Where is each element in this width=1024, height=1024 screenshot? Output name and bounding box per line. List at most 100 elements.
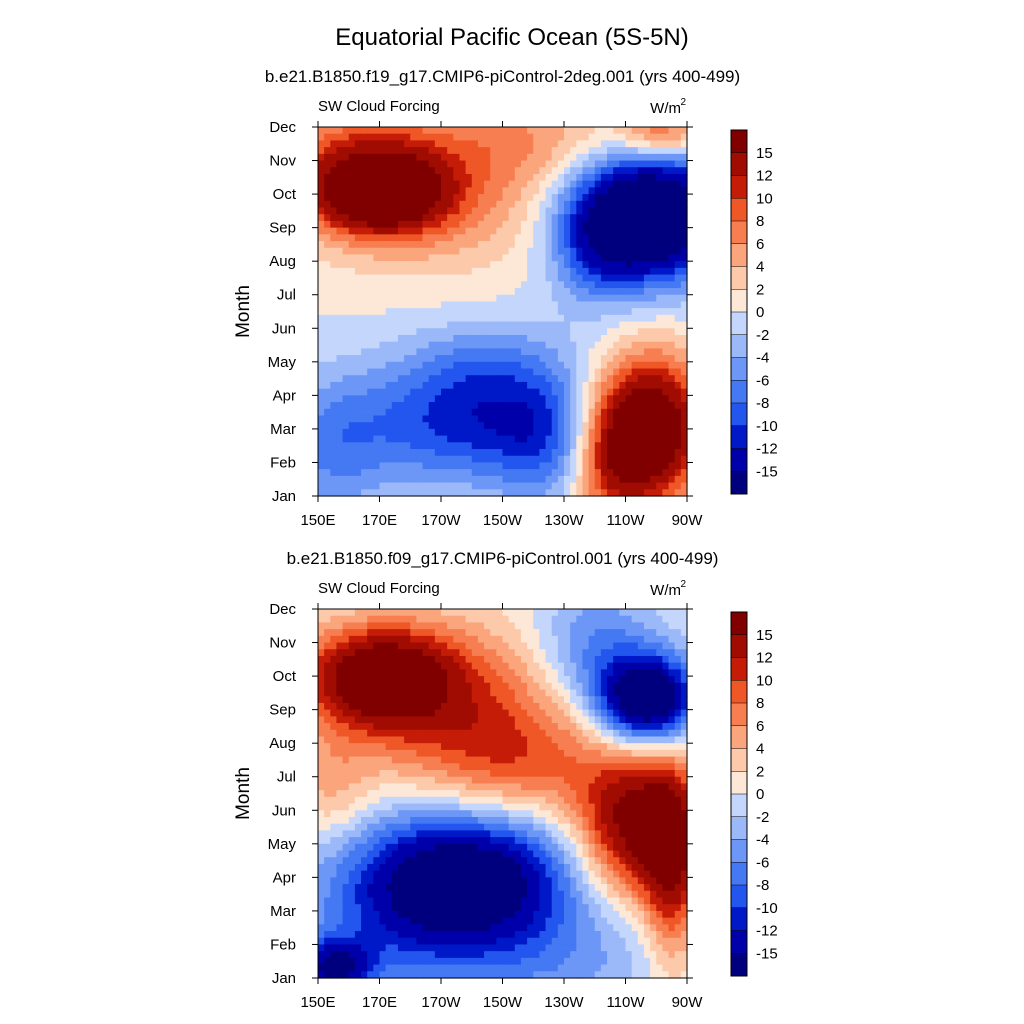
heatmap-cell — [594, 676, 602, 684]
heatmap-cell — [570, 301, 577, 309]
heatmap-cell — [330, 254, 338, 262]
heatmap-cell — [416, 402, 424, 410]
heatmap-cell — [637, 173, 645, 182]
heatmap-cell — [582, 408, 590, 417]
heatmap-cell — [416, 716, 424, 724]
heatmap-cell — [496, 200, 504, 209]
heatmap-cell — [625, 261, 633, 269]
heatmap-cell — [385, 375, 393, 383]
heatmap-cell — [582, 321, 590, 329]
heatmap-cell — [502, 214, 510, 222]
heatmap-cell — [619, 729, 627, 738]
heatmap-cell — [441, 489, 448, 497]
heatmap-cell — [379, 615, 387, 624]
heatmap-cell — [674, 415, 682, 423]
heatmap-cell — [668, 180, 676, 188]
heatmap-cell — [520, 321, 528, 329]
heatmap-cell — [447, 214, 454, 222]
heatmap-cell — [588, 662, 596, 670]
heatmap-cell — [330, 709, 338, 717]
heatmap-cell — [631, 635, 639, 644]
heatmap-cell — [354, 723, 362, 731]
heatmap-cell — [447, 723, 454, 731]
heatmap-cell — [416, 294, 424, 303]
heatmap-cell — [490, 475, 497, 484]
heatmap-cell — [477, 220, 485, 229]
heatmap-cell — [336, 709, 344, 717]
heatmap-cell — [379, 756, 387, 764]
heatmap-cell — [410, 402, 417, 410]
heatmap-cell — [385, 749, 393, 758]
heatmap-cell — [318, 770, 325, 778]
heatmap-cell — [631, 415, 639, 423]
heatmap-cell — [348, 381, 356, 390]
heatmap-cell — [367, 649, 374, 657]
heatmap-cell — [397, 408, 405, 417]
heatmap-cell — [551, 743, 559, 751]
heatmap-cell — [514, 254, 522, 262]
heatmap-cell — [607, 294, 614, 303]
heatmap-cell — [600, 770, 608, 778]
heatmap-cell — [361, 314, 368, 323]
heatmap-cell — [613, 227, 620, 235]
heatmap-cell — [662, 469, 670, 477]
heatmap-cell — [514, 736, 522, 744]
heatmap-cell — [422, 361, 430, 370]
heatmap-cell — [373, 294, 381, 303]
heatmap-cell — [656, 442, 663, 450]
heatmap-cell — [582, 395, 590, 403]
heatmap-cell — [668, 689, 676, 697]
heatmap-cell — [650, 321, 657, 329]
heatmap-cell — [324, 375, 331, 383]
heatmap-cell — [508, 133, 516, 142]
heatmap-cell — [564, 214, 571, 222]
heatmap-cell — [379, 388, 387, 396]
heatmap-cell — [656, 642, 663, 650]
heatmap-cell — [342, 147, 350, 155]
heatmap-cell — [434, 341, 442, 349]
heatmap-cell — [656, 682, 663, 691]
heatmap-cell — [490, 702, 497, 711]
heatmap-cell — [662, 743, 670, 751]
heatmap-cell — [502, 749, 510, 758]
heatmap-cell — [373, 321, 381, 329]
heatmap-cell — [514, 449, 522, 457]
heatmap-cell — [422, 355, 430, 363]
heatmap-cell — [354, 622, 362, 630]
heatmap-cell — [496, 314, 504, 323]
heatmap-cell — [428, 743, 436, 751]
heatmap-cell — [447, 167, 454, 175]
heatmap-cell — [428, 635, 436, 644]
heatmap-cell — [404, 455, 411, 464]
heatmap-cell — [570, 207, 577, 215]
heatmap-cell — [625, 743, 633, 751]
heatmap-cell — [508, 676, 516, 684]
heatmap-cell — [570, 234, 577, 242]
heatmap-cell — [453, 247, 461, 256]
heatmap-cell — [551, 381, 559, 390]
heatmap-cell — [453, 609, 461, 617]
heatmap-cell — [502, 475, 510, 484]
heatmap-cell — [318, 254, 325, 262]
heatmap-cell — [324, 361, 331, 370]
heatmap-cell — [594, 194, 602, 202]
heatmap-cell — [441, 696, 448, 704]
heatmap-cell — [336, 301, 344, 309]
heatmap-cell — [410, 662, 417, 670]
heatmap-cell — [607, 194, 614, 202]
heatmap-cell — [447, 267, 454, 276]
heatmap-cell — [441, 756, 448, 764]
heatmap-cell — [348, 375, 356, 383]
heatmap-cell — [650, 615, 657, 624]
heatmap-cell — [361, 649, 368, 657]
heatmap-cell — [422, 247, 430, 256]
heatmap-cell — [520, 160, 528, 168]
heatmap-cell — [490, 402, 497, 410]
heatmap-cell — [656, 314, 663, 323]
heatmap-cell — [613, 173, 620, 182]
heatmap-cell — [496, 455, 504, 464]
heatmap-cell — [459, 321, 467, 329]
heatmap-cell — [465, 469, 473, 477]
heatmap-cell — [385, 348, 393, 356]
heatmap-cell — [570, 702, 577, 711]
